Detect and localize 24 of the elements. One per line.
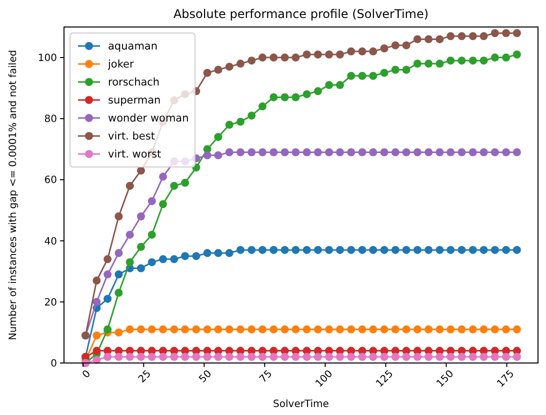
x-tick-label: 175 [495, 368, 517, 390]
y-tick-label: 80 [44, 114, 57, 126]
y-tick-label: 100 [38, 53, 57, 64]
legend-label: virt. worst [108, 148, 162, 161]
x-tick-label: 100 [314, 368, 336, 390]
y-tick-label: 60 [44, 175, 57, 186]
x-tick-label: 75 [258, 368, 275, 386]
x-axis-title: SolverTime [273, 399, 329, 410]
legend-label: virt. best [108, 130, 155, 143]
x-tick-label: 125 [374, 368, 396, 390]
x-tick-label: 50 [197, 368, 214, 386]
x-tick-label: 25 [136, 368, 154, 386]
legend-label: joker [107, 58, 135, 71]
legend-label: wonder woman [108, 112, 189, 125]
x-tick-label: 0 [80, 368, 94, 381]
y-axis-title: Number of instances with gap <= 0.0001% and not failed [8, 50, 19, 340]
y-tick-label: 40 [44, 236, 57, 248]
legend-label: superman [108, 94, 161, 107]
legend-label: rorschach [108, 76, 160, 89]
chart-title: Absolute performance profile (SolverTime) [173, 7, 429, 21]
legend-label: aquaman [108, 40, 158, 53]
y-tick-label: 0 [50, 358, 57, 370]
y-tick-label: 20 [44, 297, 57, 308]
x-tick-label: 150 [434, 368, 456, 390]
